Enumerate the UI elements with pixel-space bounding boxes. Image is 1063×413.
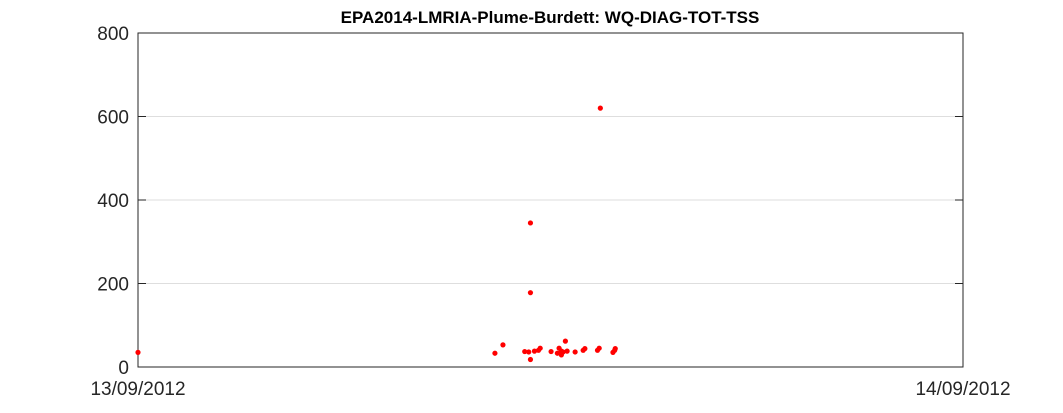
grid-lines [138,116,963,284]
data-point [572,349,578,355]
y-tick-label: 0 [118,358,129,379]
data-point [527,356,534,363]
data-point [560,349,566,355]
chart-title: EPA2014-LMRIA-Plume-Burdett: WQ-DIAG-TOT… [341,8,760,27]
data-point [554,350,560,356]
y-tick-label: 200 [97,275,129,296]
data-point [612,346,618,352]
data-point [522,348,528,355]
data-points [135,105,618,363]
data-point [526,349,532,355]
data-point [135,349,141,355]
data-point [537,345,543,351]
data-point [597,105,603,111]
data-point [527,220,534,226]
data-point [492,350,498,356]
data-point [564,348,570,354]
y-tick-label: 800 [97,24,129,45]
axis-ticks: 0 200 400 600 800 13/09/2012 14/09/2012 [90,24,1010,400]
x-tick-label: 13/09/2012 [90,379,185,400]
y-tick-label: 600 [97,108,129,129]
data-point [582,346,588,352]
data-point [500,342,506,348]
x-tick-label: 14/09/2012 [915,379,1010,400]
y-tick-label: 400 [97,191,129,212]
data-point [596,345,602,351]
data-point [548,348,554,355]
data-point [531,348,538,354]
data-point [527,290,534,296]
data-point [562,338,568,344]
